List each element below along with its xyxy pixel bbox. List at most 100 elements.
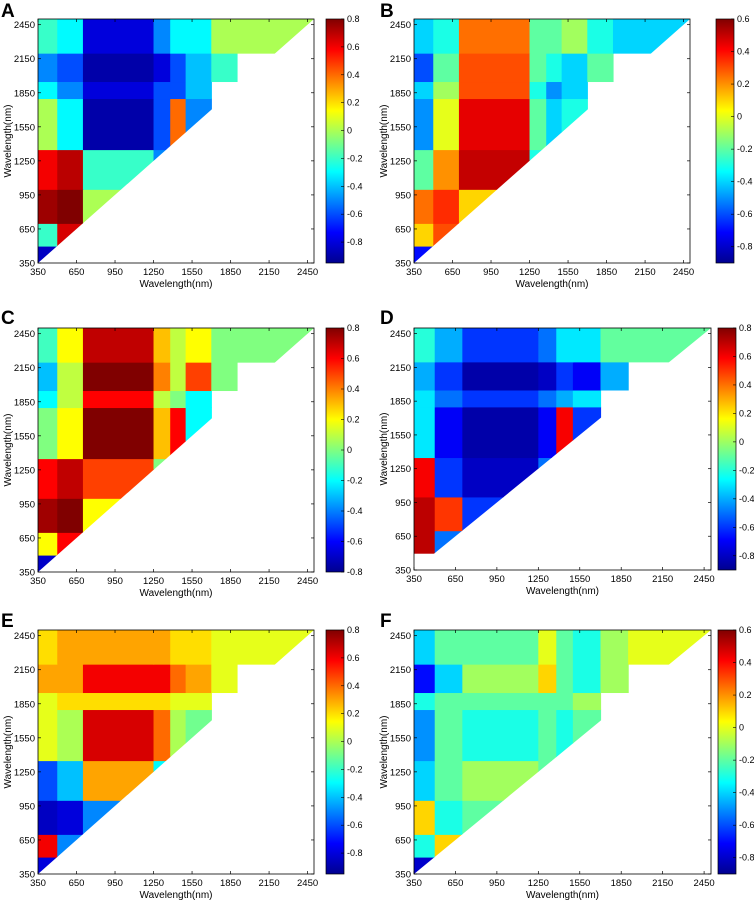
heatmap-cell	[434, 760, 463, 801]
heatmap-cell	[170, 328, 187, 363]
heatmap-cell	[433, 81, 460, 100]
y-tick-label: 1850	[390, 88, 411, 99]
heatmap-cell	[414, 81, 434, 100]
heatmap-cell	[462, 630, 539, 665]
heatmap-cell	[38, 149, 58, 190]
colorbar-tick-label: -0.4	[737, 177, 753, 187]
y-tick-label: 2150	[390, 665, 411, 676]
x-tick-label: 950	[483, 267, 499, 278]
heatmap-cell	[414, 457, 436, 498]
heatmap-cell	[538, 406, 557, 459]
colorbar-tick-label: 0.4	[739, 380, 752, 390]
y-tick-label: 2150	[14, 665, 35, 676]
panel-A: 350 650 950 1250 1550 1850 2150 2450 350 650 950 12…	[1, 1, 363, 290]
heatmap-cell	[82, 800, 155, 835]
heatmap-cell	[38, 81, 58, 100]
colorbar-tick-label: 0.6	[739, 351, 752, 361]
heatmap-cell	[82, 53, 155, 83]
colorbar-tick-label: 0.6	[347, 653, 360, 663]
colorbar-tick-label: 0.8	[347, 625, 360, 635]
heatmap-cell	[556, 361, 574, 391]
heatmap-cell	[538, 692, 557, 711]
heatmap-cell	[462, 389, 539, 408]
heatmap-cell	[170, 19, 187, 54]
x-tick-label: 1250	[143, 878, 164, 889]
panel-letter: A	[1, 1, 15, 22]
colorbar-tick-label: 0.6	[347, 42, 360, 52]
x-tick-label: 1550	[181, 267, 202, 278]
heatmap-cell	[236, 630, 314, 665]
colorbar-tick-label: -0.8	[739, 853, 754, 863]
heatmap-cell	[462, 457, 539, 498]
heatmap-cell	[82, 692, 155, 711]
y-tick-label: 950	[19, 499, 35, 510]
x-tick-label: 1550	[181, 576, 202, 587]
heatmap-cell	[211, 630, 238, 665]
axes-frame	[37, 629, 315, 875]
colorbar-tick-label: -0.6	[739, 820, 754, 830]
panel-D: 350 650 950 1250 1550 1850 2150 2450 350 650 950 12…	[379, 308, 754, 597]
heatmap-cell	[556, 328, 574, 363]
heatmap-cell	[211, 664, 238, 694]
heatmap-cell	[458, 53, 531, 83]
panel-C: 350 650 950 1250 1550 1850 2150 2450 350 650 950 12…	[1, 308, 363, 599]
heatmap-cell	[57, 834, 84, 858]
colorbar-tick-label: -0.4	[739, 494, 754, 504]
colorbar-tick-label: 0	[737, 112, 742, 122]
x-tick-label: 1250	[143, 267, 164, 278]
y-tick-label: 1850	[390, 699, 411, 710]
x-axis-title: Wavelength(nm)	[516, 279, 589, 290]
y-tick-label: 2150	[390, 54, 411, 65]
x-tick-label: 350	[30, 576, 46, 587]
heatmap-cell	[434, 664, 463, 694]
heatmap-cell	[211, 53, 238, 83]
heatmap-cell	[572, 328, 602, 363]
x-tick-label: 650	[448, 574, 464, 585]
heatmap-cell	[57, 19, 84, 54]
panel-letter: B	[380, 1, 394, 22]
heatmap-cell	[414, 189, 434, 224]
colorbar-tick-label: 0.6	[739, 625, 752, 635]
heatmap-cell	[185, 664, 212, 694]
heatmap-cell	[538, 760, 557, 801]
x-tick-label: 350	[406, 878, 422, 889]
heatmap-cell	[434, 496, 463, 532]
y-tick-label: 1250	[14, 156, 35, 167]
colorbar-tick-label: -0.8	[347, 848, 363, 858]
colorbar-tick-label: 0.4	[347, 384, 360, 394]
heatmap-cell	[38, 98, 58, 151]
y-tick-label: 350	[19, 870, 35, 881]
heatmap-cell	[529, 149, 547, 190]
colorbar-tick-label: -0.4	[347, 792, 363, 802]
axes-frame	[37, 18, 315, 264]
heatmap-cell	[57, 800, 84, 835]
heatmap-cell	[57, 760, 84, 801]
heatmap-cell	[538, 389, 557, 408]
heatmap-cell	[546, 98, 563, 151]
colorbar-tick-label: 0.2	[347, 709, 360, 719]
colorbar-tick-label: 0.2	[347, 98, 360, 108]
heatmap-cell	[458, 189, 531, 224]
heatmap-cell	[153, 630, 171, 665]
colorbar-tick-label: -0.8	[737, 242, 753, 252]
x-tick-label: 350	[406, 574, 422, 585]
heatmap-cell	[57, 53, 84, 83]
panel-F: 350 650 950 1250 1550 1850 2150 2450 350 650 950 12…	[379, 611, 754, 900]
heatmap-cell	[170, 630, 187, 665]
y-tick-label: 2450	[390, 631, 411, 642]
heatmap-cell	[170, 98, 187, 151]
colorbar: 0.8 0.6 0.4 0.2 0 -0.2 -0.4 -0.6 -0.8	[325, 323, 363, 577]
y-axis-title: Wavelength(nm)	[379, 413, 390, 486]
x-tick-label: 950	[489, 878, 505, 889]
heatmap-cell	[458, 81, 531, 100]
heatmap-cell	[561, 98, 588, 151]
colorbar-tick-label: 0.2	[347, 415, 360, 425]
heatmap-cell	[546, 81, 563, 100]
x-tick-label: 650	[448, 878, 464, 889]
heatmap-cell	[414, 19, 434, 54]
heatmap-cell	[153, 664, 171, 694]
colorbar-tick-label: 0	[347, 445, 352, 455]
y-tick-label: 1550	[390, 733, 411, 744]
heatmap-cell	[538, 709, 557, 762]
